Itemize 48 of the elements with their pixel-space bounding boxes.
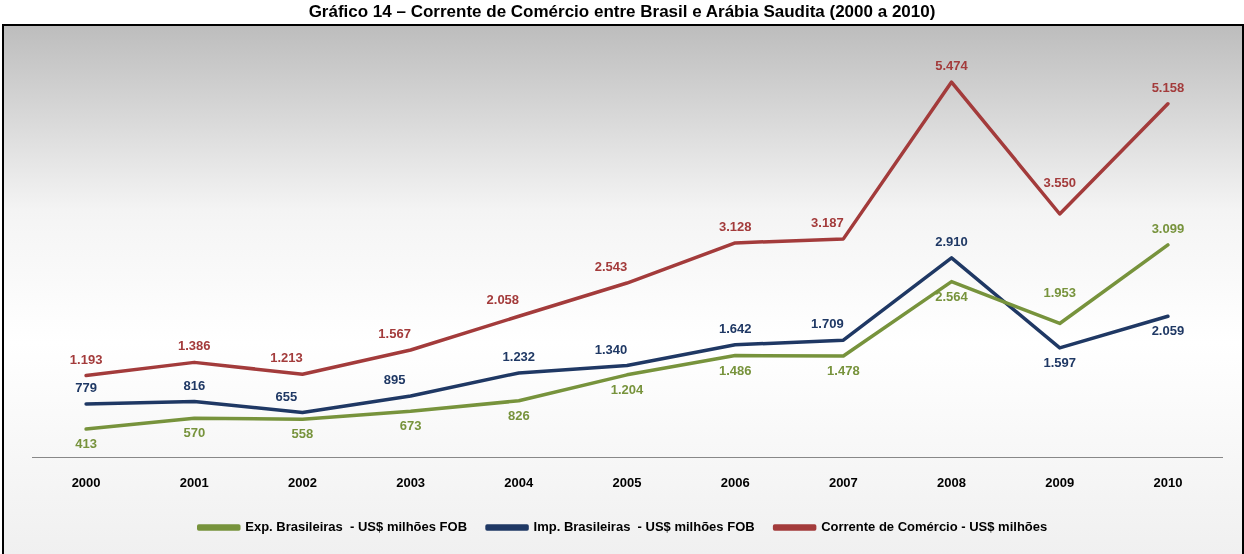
x-tick-label: 2009 bbox=[1045, 474, 1075, 490]
x-tick-label: 2008 bbox=[937, 474, 967, 490]
data-label: 3.099 bbox=[1151, 220, 1185, 236]
chart-title: Gráfico 14 – Corrente de Comércio entre Brasil e Arábia Saudita (2000 a 2010) bbox=[307, 2, 937, 22]
data-label: 5.158 bbox=[1151, 79, 1185, 95]
data-label: 2.564 bbox=[935, 288, 969, 304]
data-label: 1.232 bbox=[502, 349, 536, 364]
x-tick-label: 2007 bbox=[828, 474, 858, 490]
data-label: 673 bbox=[399, 418, 422, 434]
data-label: 558 bbox=[291, 426, 314, 442]
data-label: 2.543 bbox=[594, 259, 628, 275]
legend-label: Imp. Brasileiras - US$ milhões FOB bbox=[533, 519, 755, 535]
data-label: 1.953 bbox=[1043, 284, 1076, 300]
data-label: 655 bbox=[275, 388, 298, 404]
data-label: 2.058 bbox=[486, 292, 520, 308]
data-label: 2.059 bbox=[1151, 323, 1185, 339]
data-label: 1.193 bbox=[69, 351, 103, 367]
data-label: 3.128 bbox=[718, 219, 752, 234]
data-label: 1.213 bbox=[270, 350, 303, 366]
data-label: 895 bbox=[383, 372, 406, 388]
data-label: 1.567 bbox=[378, 326, 411, 342]
data-label: 3.550 bbox=[1043, 175, 1076, 191]
data-label: 413 bbox=[75, 436, 97, 452]
x-tick-label: 2006 bbox=[720, 474, 750, 490]
data-label: 1.597 bbox=[1043, 354, 1076, 370]
data-label: 779 bbox=[75, 380, 97, 396]
x-tick-label: 2001 bbox=[179, 474, 209, 490]
x-tick-label: 2010 bbox=[1153, 474, 1183, 490]
data-label: 1.709 bbox=[811, 316, 844, 332]
data-label: 826 bbox=[507, 407, 530, 423]
x-tick-label: 2000 bbox=[71, 474, 101, 490]
data-label: 5.474 bbox=[935, 58, 969, 74]
legend-label: Exp. Brasileiras - US$ milhões FOB bbox=[245, 519, 468, 535]
data-label: 570 bbox=[183, 425, 206, 441]
x-tick-label: 2003 bbox=[396, 474, 426, 490]
data-label: 1.486 bbox=[718, 362, 752, 378]
x-tick-label: 2004 bbox=[504, 474, 535, 490]
x-tick-label: 2005 bbox=[612, 474, 642, 490]
data-label: 2.910 bbox=[935, 233, 968, 249]
x-tick-label: 2002 bbox=[287, 474, 317, 490]
data-label: 816 bbox=[183, 377, 206, 393]
data-label: 1.204 bbox=[610, 381, 645, 397]
data-label: 1.386 bbox=[178, 338, 211, 354]
data-label: 1.642 bbox=[718, 320, 752, 336]
data-label: 1.340 bbox=[594, 341, 628, 357]
legend-label: Corrente de Comércio - US$ milhões bbox=[821, 519, 1048, 535]
data-label: 3.187 bbox=[811, 214, 844, 230]
data-label: 1.478 bbox=[827, 363, 860, 379]
